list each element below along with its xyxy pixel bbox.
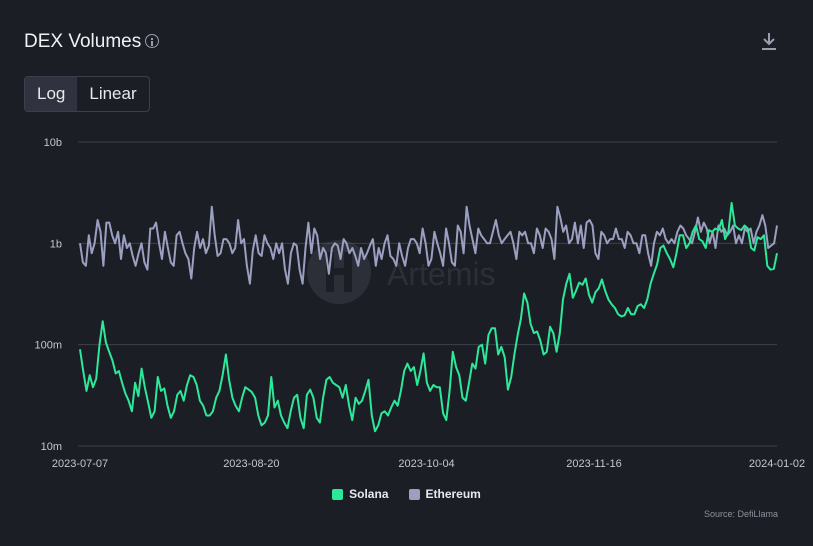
chart-title: DEX Volumes — [24, 31, 142, 52]
legend-item-solana[interactable]: Solana — [332, 487, 389, 501]
scale-toggle: Log Linear — [24, 76, 150, 112]
legend: Solana Ethereum — [0, 487, 813, 501]
y-tick-label: 1b — [50, 238, 62, 250]
series-lines — [79, 202, 778, 433]
download-icon[interactable] — [760, 32, 778, 52]
x-tick-label: 2024-01-02 — [749, 458, 805, 470]
legend-item-ethereum[interactable]: Ethereum — [408, 487, 481, 501]
y-tick-label: 10b — [44, 137, 62, 149]
y-tick-label: 100m — [34, 340, 62, 352]
x-tick-label: 2023-07-07 — [52, 458, 108, 470]
source-note: Source: DefiLlama — [703, 509, 778, 519]
info-icon[interactable] — [145, 34, 159, 48]
log-scale-button[interactable]: Log — [25, 77, 78, 111]
legend-label-ethereum: Ethereum — [425, 487, 481, 501]
series-line-ethereum[interactable] — [79, 205, 778, 285]
solana-swatch — [332, 488, 344, 500]
legend-label-solana: Solana — [349, 487, 389, 501]
linear-scale-button[interactable]: Linear — [89, 84, 137, 103]
y-tick-label: 10m — [41, 441, 62, 453]
x-tick-label: 2023-08-20 — [223, 458, 279, 470]
x-tick-label: 2023-11-16 — [566, 458, 621, 470]
ethereum-swatch — [408, 488, 420, 500]
series-line-solana[interactable] — [79, 202, 778, 433]
x-axis: 2023-07-07 2023-08-20 2023-10-04 2023-11-16… — [52, 458, 805, 470]
x-tick-label: 2023-10-04 — [398, 458, 454, 470]
y-axis: 10b 1b 100m 10m — [34, 137, 62, 453]
